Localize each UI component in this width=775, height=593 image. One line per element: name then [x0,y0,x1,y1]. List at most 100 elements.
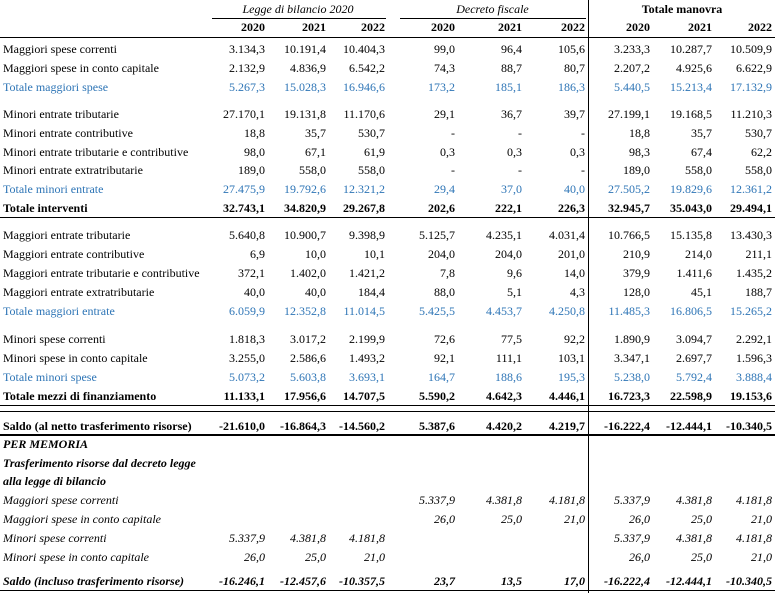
cell-value: 201,0 [558,247,585,261]
cell-value: 19.792,6 [284,182,326,196]
cell-value: 5.337,9 [614,531,650,545]
header-year: 2020 [626,20,650,34]
header-year: 2021 [688,20,712,34]
cell-value: 45,1 [691,285,712,299]
row-label: Trasferimento risorse dal decreto legge [3,456,196,470]
cell-value: 211,1 [745,247,772,261]
header-year: 2021 [302,20,326,34]
cell-value: 11.210,3 [730,107,772,121]
cell-value: 6.059,9 [229,304,265,318]
cell-value: 67,4 [691,145,712,159]
cell-value: 1.596,3 [736,351,772,365]
cell-value: 25,0 [691,512,712,526]
cell-value: 186,3 [558,80,585,94]
table-row: Totale maggiori entrate 6.059,9 12.352,8 11… [0,302,775,321]
cell-value: 202,6 [428,201,455,215]
cell-value: 105,6 [558,42,585,56]
cell-value: 4.642,3 [486,389,522,403]
cell-value: 10.287,7 [670,42,712,56]
row-label: Minori entrate tributarie e contributive [3,145,189,159]
cell-value: 35,7 [305,126,326,140]
table-row: Trasferimento risorse dal decreto legge [0,454,775,473]
cell-value: 17.132,9 [730,80,772,94]
row-label: Minori spese in conto capitale [3,351,148,365]
cell-value: 32.945,7 [608,201,650,215]
cell-value: 10,1 [364,247,385,261]
cell-value: 27.505,2 [608,182,650,196]
row-label: Saldo (al netto trasferimento risorse) [3,419,192,433]
cell-value: 5.603,8 [290,370,326,384]
cell-value: 184,4 [358,285,385,299]
cell-value: 13,5 [501,574,522,588]
cell-value: 7,8 [440,266,455,280]
cell-value: 15.213,4 [670,80,712,94]
cell-value: -12.444,1 [666,574,712,588]
cell-value: 16.723,3 [608,389,650,403]
table-row: Minori spese in conto capitale 3.255,0 2.5… [0,349,775,368]
cell-value: 13.430,3 [730,228,772,242]
cell-value: 21,0 [564,512,585,526]
cell-value: 12.352,8 [284,304,326,318]
cell-value: 19.168,5 [670,107,712,121]
cell-value: 11.485,3 [608,304,650,318]
row-label: Maggiori entrate extratributarie [3,285,155,299]
cell-value: 3.134,3 [229,42,265,56]
cell-value: 26,0 [244,550,265,564]
cell-value: 25,0 [501,512,522,526]
table-row: PER MEMORIA [0,435,775,454]
table-row: Minori spese correnti 1.818,3 3.017,2 2.199… [0,330,775,349]
cell-value: 5.267,3 [229,80,265,94]
cell-value: - [581,126,585,140]
cell-value: 27.170,1 [223,107,265,121]
cell-value: 29,1 [434,107,455,121]
cell-value: 2.132,9 [229,61,265,75]
horizontal-rule [0,411,775,412]
cell-value: 5.640,8 [229,228,265,242]
cell-value: 5.337,9 [419,493,455,507]
cell-value: 19.131,8 [284,107,326,121]
cell-value: 4.381,8 [676,531,712,545]
cell-value: 3.888,4 [736,370,772,384]
cell-value: 9.398,9 [349,228,385,242]
cell-value: 1.402,0 [290,266,326,280]
cell-value: 1.493,2 [349,351,385,365]
cell-value: -16.222,4 [604,419,650,433]
cell-value: 4.381,8 [676,493,712,507]
header-year: 2020 [241,20,265,34]
cell-value: 1.411,6 [676,266,712,280]
row-label: Maggiori entrate contributive [3,247,145,261]
cell-value: 6.622,9 [736,61,772,75]
cell-value: 558,0 [299,163,326,177]
table-row: Totale mezzi di finanziamento 11.133,1 17.… [0,387,775,406]
cell-value: 0,3 [440,145,455,159]
cell-value: 4.453,7 [486,304,522,318]
cell-value: 88,0 [434,285,455,299]
row-label: Totale minori entrate [3,182,104,196]
cell-value: 11.170,6 [343,107,385,121]
header-group-decreto-fiscale: Decreto fiscale [456,2,529,16]
cell-value: 189,0 [623,163,650,177]
cell-value: 88,7 [501,61,522,75]
cell-value: 26,0 [629,512,650,526]
cell-value: 10.766,5 [608,228,650,242]
header-group-totale-manovra: Totale manovra [641,2,723,16]
row-label: Minori spese in conto capitale [3,550,149,564]
row-label: Maggiori spese correnti [3,42,117,56]
cell-value: 40,0 [244,285,265,299]
cell-value: 74,3 [434,61,455,75]
cell-value: -16.222,4 [604,574,650,588]
cell-value: 34.820,9 [284,201,326,215]
cell-value: 40,0 [564,182,585,196]
cell-value: 61,9 [364,145,385,159]
cell-value: 4.381,8 [486,493,522,507]
cell-value: 5.238,0 [614,370,650,384]
cell-value: 19.153,6 [730,389,772,403]
row-label: Minori entrate tributarie [3,107,119,121]
cell-value: 10.404,3 [343,42,385,56]
row-label: Maggiori entrate tributarie [3,228,131,242]
cell-value: 5.337,9 [614,493,650,507]
cell-value: 103,1 [558,351,585,365]
cell-value: 18,8 [629,126,650,140]
row-label: Minori spese correnti [3,531,107,545]
header-year: 2022 [361,20,385,34]
